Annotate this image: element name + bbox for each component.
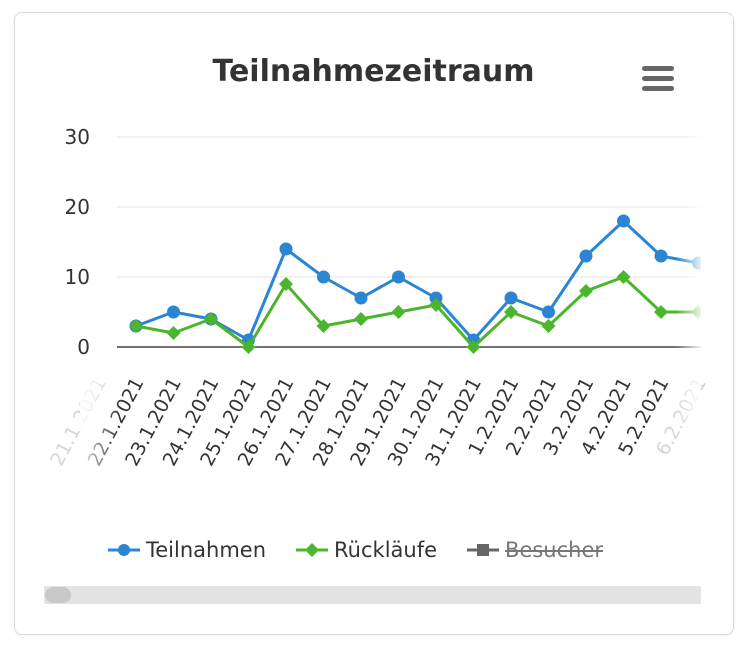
data-point[interactable] xyxy=(429,298,443,312)
scrollbar-thumb[interactable] xyxy=(45,587,71,603)
data-point[interactable] xyxy=(579,249,593,263)
data-point[interactable] xyxy=(167,305,180,319)
legend-item-besucher[interactable]: Besucher xyxy=(467,538,603,562)
legend-label: Teilnahmen xyxy=(146,538,267,562)
y-tick-label: 20 xyxy=(65,195,90,219)
square-marker-icon xyxy=(467,544,500,556)
chart-scrollbar[interactable] xyxy=(44,586,701,604)
data-point[interactable] xyxy=(504,291,518,305)
legend-label: Besucher xyxy=(505,538,604,562)
data-point[interactable] xyxy=(279,242,293,256)
data-point[interactable] xyxy=(654,249,668,263)
data-point[interactable] xyxy=(466,340,481,354)
data-point[interactable] xyxy=(317,270,330,284)
data-point[interactable] xyxy=(616,270,631,284)
legend-item-ruecklaeufe[interactable]: Rückläufe xyxy=(296,538,437,562)
data-point[interactable] xyxy=(392,270,405,284)
series-line xyxy=(135,219,701,342)
data-point[interactable] xyxy=(541,319,556,333)
data-point[interactable] xyxy=(204,312,218,326)
y-tick-label: 30 xyxy=(65,125,90,149)
legend-label: Rückläufe xyxy=(334,538,438,562)
data-point[interactable] xyxy=(241,340,256,354)
diamond-marker-icon xyxy=(296,543,329,557)
data-point[interactable] xyxy=(579,284,593,298)
data-point[interactable] xyxy=(166,326,181,340)
data-point[interactable] xyxy=(391,305,406,319)
circle-marker-icon xyxy=(108,544,140,556)
data-point[interactable] xyxy=(542,305,555,319)
data-point[interactable] xyxy=(617,214,630,228)
data-point[interactable] xyxy=(730,257,743,270)
legend-item-teilnahmen[interactable]: Teilnahmen xyxy=(108,538,266,562)
data-point[interactable] xyxy=(504,305,518,319)
y-tick-label: 10 xyxy=(65,265,90,289)
hamburger-menu-icon[interactable] xyxy=(636,62,676,98)
chart-title: Teilnahmezeitraum xyxy=(212,54,535,89)
data-point[interactable] xyxy=(129,319,143,333)
data-point[interactable] xyxy=(316,319,331,333)
chart-legend: Teilnahmen Rückläufe Besucher xyxy=(108,535,633,565)
data-point[interactable] xyxy=(654,305,668,319)
data-point[interactable] xyxy=(354,312,368,326)
data-point[interactable] xyxy=(729,305,743,319)
y-tick-label: 0 xyxy=(77,335,90,359)
data-point[interactable] xyxy=(354,291,368,305)
data-point[interactable] xyxy=(279,277,293,291)
